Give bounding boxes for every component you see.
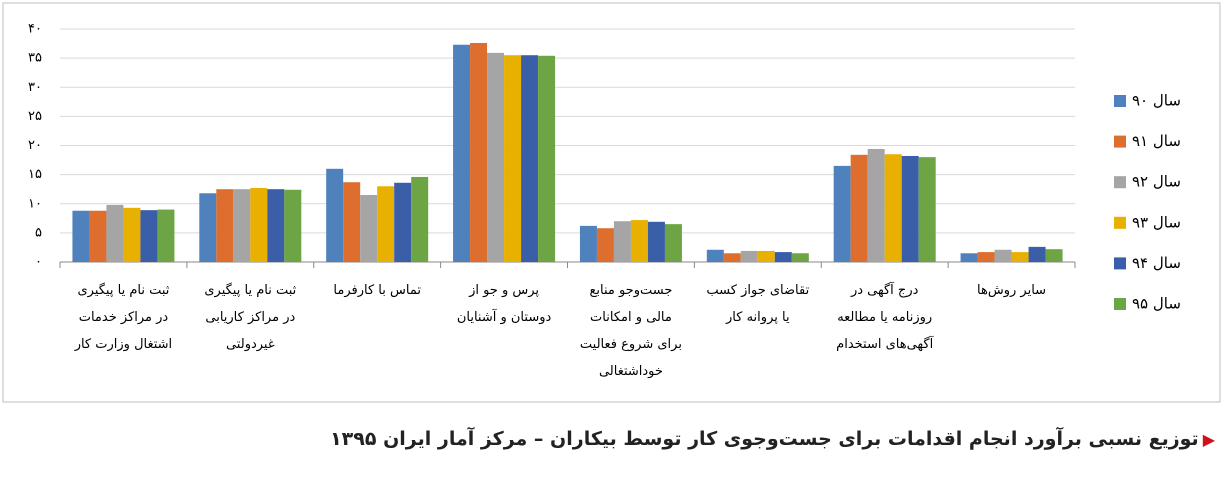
- bar: [630, 220, 648, 262]
- chart-title: توزیع نسبی برآورد انجام اقدامات برای جست…: [330, 428, 1199, 450]
- bar: [1028, 246, 1046, 262]
- bar: [123, 207, 141, 262]
- legend-label: سال ۹۱: [1132, 132, 1181, 150]
- caption-marker: ▶: [1202, 430, 1215, 449]
- bar: [326, 168, 344, 262]
- bar: [216, 189, 234, 262]
- bar: [199, 193, 217, 262]
- bar: [918, 157, 936, 262]
- legend-label: سال ۹۲: [1132, 173, 1181, 191]
- bar: [267, 189, 285, 262]
- bar: [377, 186, 395, 262]
- x-tick-label: تماس با کارفرما: [333, 283, 421, 298]
- legend-label: سال ۹۴: [1132, 254, 1181, 272]
- bar: [613, 221, 631, 262]
- legend-swatch: [1114, 135, 1126, 148]
- y-tick-label: ۲۵: [28, 109, 42, 124]
- y-tick-label: ۳۵: [28, 51, 42, 66]
- x-tick-label: ثبت نام یا پیگیری در مراکز کاریابی غیردو…: [204, 283, 297, 352]
- y-tick-label: ۲۰: [28, 138, 42, 153]
- bar: [833, 165, 851, 262]
- bar: [140, 210, 158, 262]
- bar: [901, 155, 919, 262]
- x-tick-label: ثبت نام یا پیگیری در مراکز خدمات اشتغال …: [74, 283, 173, 352]
- bar: [360, 195, 378, 262]
- legend-label: سال ۹۰: [1132, 92, 1181, 110]
- bar: [538, 55, 556, 262]
- bar: [596, 228, 614, 262]
- bar: [884, 154, 902, 262]
- bar: [233, 189, 251, 262]
- bar: [487, 52, 505, 262]
- bar: [774, 252, 792, 262]
- bar: [521, 55, 539, 263]
- bar: [284, 189, 302, 262]
- bar: [106, 204, 124, 262]
- bar: [647, 221, 665, 262]
- bar: [706, 249, 724, 262]
- chart-frame: [2, 2, 1221, 403]
- bar: [867, 148, 885, 262]
- x-tick-label: تقاضای جواز کسب یا پروانه کار: [706, 283, 810, 325]
- bar: [470, 42, 488, 263]
- bar: [960, 253, 978, 262]
- bar: [411, 176, 429, 262]
- legend-swatch: [1114, 216, 1126, 229]
- y-tick-label: ۱۰: [28, 196, 42, 211]
- bar: [157, 209, 175, 262]
- x-tick-label: پرس و جو از دوستان و آشنایان: [456, 283, 552, 325]
- bar: [977, 252, 995, 262]
- bar: [343, 182, 361, 262]
- y-tick-label: ۵: [35, 225, 42, 240]
- y-tick-label: ۴۰: [28, 22, 42, 37]
- bar: [72, 210, 90, 262]
- x-tick-label: درج آگهی در روزنامه یا مطالعه آگهی‌های ا…: [836, 283, 934, 352]
- bar: [740, 250, 758, 262]
- legend-swatch: [1114, 257, 1126, 270]
- bar: [850, 154, 868, 262]
- bar: [250, 188, 268, 262]
- x-tick-label: جست‌وجو منابع مالی و امکانات برای شروع ف…: [579, 283, 682, 379]
- bar: [1045, 249, 1063, 262]
- bar: [757, 250, 775, 262]
- bar: [723, 253, 741, 262]
- bar: [1011, 252, 1029, 262]
- y-tick-label: ۱۵: [28, 167, 42, 182]
- x-tick-label: سایر روش‌ها: [977, 283, 1047, 298]
- bar: [394, 182, 412, 262]
- bar: [504, 55, 522, 263]
- legend-swatch: [1114, 95, 1126, 107]
- y-tick-label: ۳۰: [28, 80, 42, 95]
- bar: [89, 210, 107, 262]
- bar: [994, 249, 1012, 262]
- bar: [579, 225, 597, 262]
- bar: [791, 253, 809, 262]
- y-tick-label: ۰: [35, 255, 42, 270]
- legend-swatch: [1114, 298, 1126, 310]
- caption: ▶توزیع نسبی برآورد انجام اقدامات برای جس…: [330, 428, 1215, 450]
- legend-label: سال ۹۵: [1132, 295, 1181, 313]
- bar: [664, 224, 682, 262]
- legend-swatch: [1114, 176, 1126, 189]
- legend-label: سال ۹۳: [1132, 213, 1181, 231]
- bar: [453, 44, 471, 262]
